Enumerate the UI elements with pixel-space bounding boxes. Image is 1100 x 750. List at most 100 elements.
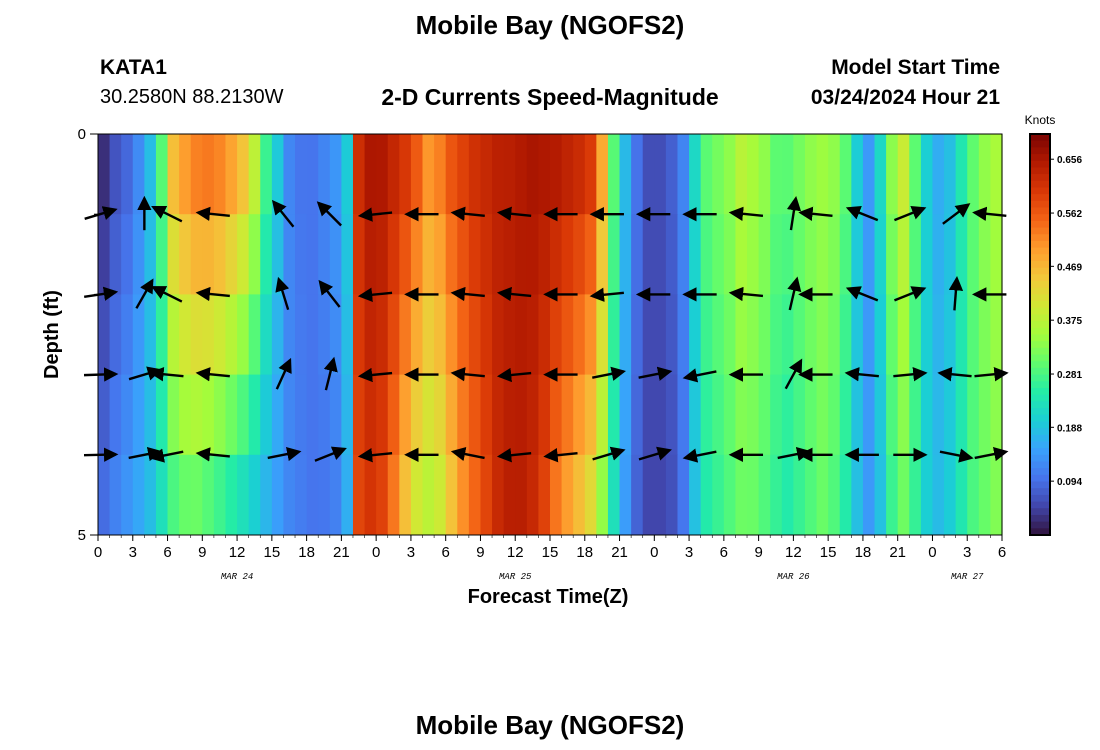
- current-vector: [786, 196, 802, 231]
- heatmap-cell: [376, 374, 389, 456]
- heatmap-cell: [747, 214, 760, 295]
- x-tick-label: 0: [94, 544, 102, 561]
- colorbar-swatch: [1030, 454, 1050, 462]
- heatmap-cell: [781, 214, 794, 295]
- current-vector: [275, 276, 290, 311]
- heatmap-cell: [248, 374, 261, 456]
- heatmap-cell: [503, 214, 516, 295]
- heatmap-cell: [399, 294, 412, 375]
- heatmap-cell: [758, 214, 771, 295]
- current-vector: [450, 446, 485, 462]
- heatmap-cell: [387, 294, 400, 375]
- heatmap-cell: [828, 134, 841, 215]
- current-vector: [83, 286, 119, 301]
- heatmap-cell: [271, 294, 285, 375]
- heatmap-cell: [341, 374, 354, 456]
- heatmap-cell: [874, 134, 887, 215]
- heatmap-cell: [248, 134, 261, 215]
- colorbar-tick-label: 0.094: [1057, 477, 1082, 488]
- heatmap-cell: [886, 134, 899, 215]
- heatmap-cell: [886, 374, 899, 456]
- heatmap-cell: [735, 134, 748, 215]
- heatmap-cell: [770, 294, 783, 375]
- heatmap-cell: [468, 454, 482, 536]
- heatmap-cell: [155, 214, 169, 295]
- current-vector: [845, 286, 879, 302]
- heatmap-cell: [329, 454, 342, 536]
- current-vector: [195, 367, 230, 382]
- heatmap-cell: [677, 134, 690, 215]
- colorbar-swatch: [1030, 260, 1050, 269]
- heatmap-cell: [978, 374, 992, 456]
- heatmap-cell: [144, 374, 157, 456]
- heatmap-cell: [480, 134, 493, 215]
- heatmap-cell: [167, 214, 180, 295]
- heatmap-cell: [550, 454, 563, 536]
- heatmap-cell: [480, 454, 493, 536]
- heatmap-cell: [329, 214, 342, 295]
- heatmap-cell: [862, 294, 876, 375]
- heatmap-cell: [457, 374, 470, 456]
- colorbar-swatch: [1030, 441, 1050, 449]
- heatmap-cell: [445, 374, 458, 456]
- heatmap-cell: [538, 374, 551, 456]
- heatmap-cell: [190, 214, 203, 295]
- heatmap-cell: [909, 294, 922, 375]
- heatmap-cell: [364, 294, 377, 375]
- heatmap-cell: [944, 454, 957, 536]
- heatmap-cell: [237, 214, 250, 295]
- heatmap-cell: [457, 134, 470, 215]
- current-vector: [357, 448, 393, 463]
- heatmap-cell: [538, 134, 551, 215]
- colorbar-swatch: [1030, 301, 1050, 309]
- heatmap-cell: [723, 374, 737, 456]
- heatmap-cell: [318, 214, 331, 295]
- colorbar-swatch: [1030, 247, 1050, 255]
- heatmap-cell: [851, 294, 864, 375]
- heatmap-cell: [503, 134, 516, 215]
- current-vector: [798, 206, 833, 221]
- heatmap-cell: [202, 454, 215, 536]
- x-tick-label: 3: [129, 544, 137, 561]
- x-tick-label: 15: [264, 544, 281, 561]
- current-vector: [939, 448, 974, 463]
- current-vector: [972, 206, 1007, 221]
- heatmap-cell: [132, 454, 145, 536]
- heatmap-cell: [909, 134, 922, 215]
- heatmap-cell: [492, 214, 505, 295]
- current-vector: [893, 286, 927, 302]
- colorbar-swatch: [1030, 140, 1050, 148]
- x-tick-label: 6: [998, 544, 1006, 561]
- heatmap-cell: [619, 134, 632, 215]
- heatmap-cell: [654, 294, 667, 375]
- colorbar-swatch: [1030, 194, 1050, 202]
- colorbar-swatch: [1030, 174, 1050, 182]
- heatmap-cell: [897, 214, 910, 295]
- x-tick-label: 18: [576, 544, 593, 561]
- heatmap-cell: [897, 294, 910, 375]
- heatmap-cell: [920, 294, 934, 375]
- heatmap-cell: [770, 134, 783, 215]
- heatmap-cell: [607, 454, 621, 536]
- heatmap-cell: [677, 214, 690, 295]
- heatmap-cell: [202, 214, 215, 295]
- heatmap-cell: [179, 214, 192, 295]
- heatmap-cell: [642, 454, 655, 536]
- heatmap-cell: [538, 214, 551, 295]
- colorbar-swatch: [1030, 334, 1050, 342]
- heatmap-cell: [457, 294, 470, 375]
- current-vector: [195, 447, 230, 462]
- current-vector: [784, 358, 803, 390]
- colorbar-swatch: [1030, 501, 1050, 509]
- heatmap-cell: [816, 134, 829, 215]
- heatmap-cell: [121, 214, 134, 295]
- heatmap-cell: [735, 374, 748, 456]
- heatmap-cell: [515, 454, 528, 536]
- heatmap-cell: [839, 294, 852, 375]
- x-tick-label: 9: [476, 544, 484, 561]
- heatmap-cell: [167, 374, 180, 456]
- heatmap-cell: [897, 134, 910, 215]
- heatmap-cell: [492, 454, 505, 536]
- heatmap-cell: [295, 214, 308, 295]
